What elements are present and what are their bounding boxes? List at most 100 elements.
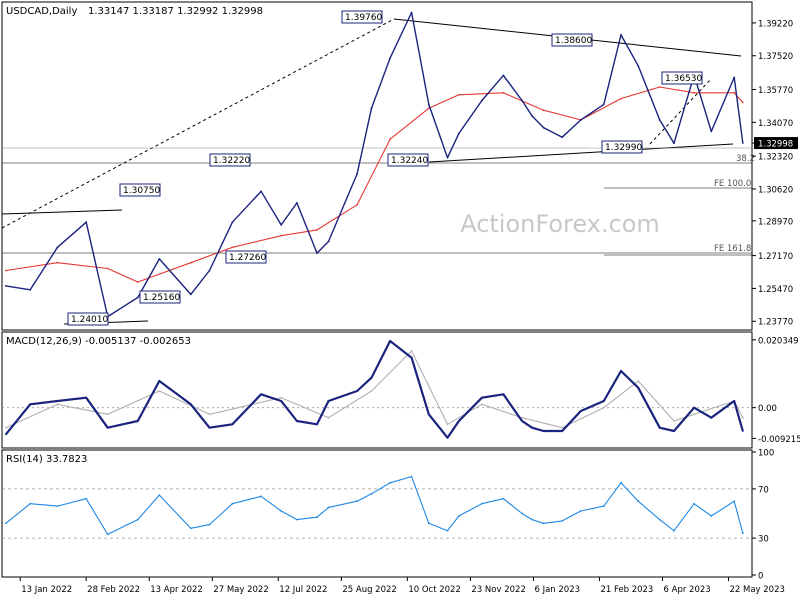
- rsi-y-tick-label: 100: [758, 449, 774, 459]
- rsi-series-0-point: [370, 492, 373, 495]
- price-series-1-point: [620, 97, 622, 100]
- x-tick-label: 13 Apr 2022: [150, 585, 203, 595]
- price-level-box: [209, 153, 251, 167]
- rsi-series-0-point: [710, 515, 713, 517]
- rsi-series-0-point: [208, 523, 211, 526]
- rsi-series-0-point: [531, 518, 533, 521]
- price-series-1-point: [106, 267, 109, 270]
- x-tick-label: 28 Feb 2022: [87, 585, 140, 595]
- price-series-0-point: [5, 285, 7, 287]
- macd-series-1-point: [370, 390, 373, 392]
- macd-series-0-point: [370, 376, 373, 379]
- macd-series-0-point: [710, 416, 713, 419]
- macd-series-1-point: [446, 423, 449, 426]
- macd-series-1-point: [410, 350, 413, 352]
- price-series-1-point: [542, 109, 545, 112]
- price-series-0-point: [85, 221, 88, 224]
- price-series-0-point: [29, 288, 32, 291]
- rsi-series-0-point: [733, 500, 736, 503]
- price-series-0-point: [410, 11, 413, 14]
- price-series-0: [5, 11, 744, 318]
- rising-dashed-line: [649, 79, 711, 145]
- early-resistance-line: [1, 209, 123, 215]
- macd-series-0-point: [733, 400, 736, 402]
- price-y-tick-label: 1.28970: [758, 217, 793, 227]
- price-series-0-point: [733, 76, 736, 79]
- price-series-0-point: [158, 258, 161, 260]
- rsi-series-0: [5, 476, 744, 535]
- rsi-series-0-point: [189, 527, 192, 530]
- price-level-label: 1.32220: [213, 156, 250, 166]
- price-level-label: 1.38600: [555, 36, 592, 46]
- macd-series-0-point: [542, 430, 545, 432]
- macd-series-1-point: [208, 413, 211, 416]
- macd-series-0-point: [280, 400, 283, 402]
- macd-series-0-point: [208, 426, 211, 429]
- price-series-0-point: [481, 99, 483, 102]
- macd-series-1-point: [673, 420, 675, 422]
- rsi-series-0-point: [280, 510, 283, 512]
- series-layer: [2, 11, 752, 539]
- price-level-label: 1.27260: [229, 253, 266, 263]
- rsi-series-0-point: [296, 518, 298, 521]
- x-tick-label: 10 Oct 2022: [408, 585, 461, 595]
- price-level-label: 1.30750: [123, 186, 160, 196]
- rsi-series-0-point: [85, 497, 88, 500]
- macd-series-0-point: [620, 370, 622, 372]
- macd-series-0-point: [637, 386, 640, 389]
- x-tick-label: 27 May 2022: [213, 585, 268, 595]
- price-series-0-point: [741, 142, 744, 144]
- price-series-1-point: [658, 86, 661, 88]
- price-series-0-point: [620, 34, 622, 36]
- price-series-0-point: [673, 142, 675, 145]
- price-series-1-point: [693, 91, 695, 94]
- price-series-0-point: [260, 190, 262, 193]
- price-series-0-point: [327, 240, 330, 243]
- price-series-1-point: [356, 203, 358, 206]
- rsi-series-0-point: [356, 500, 358, 503]
- rsi-series-0-point: [521, 512, 523, 515]
- rsi-series-0-point: [579, 510, 582, 512]
- macd-series-0-point: [427, 413, 430, 416]
- macd-series-0-point: [327, 400, 330, 402]
- macd-series-0-point: [741, 430, 744, 432]
- rsi-series-0-point: [542, 522, 545, 525]
- macd-series-0-point: [458, 420, 460, 422]
- macd-series-0-point: [106, 426, 109, 429]
- macd-series-0-point: [316, 423, 318, 426]
- rsi-series-0-point: [316, 516, 318, 519]
- rsi-series-0-point: [5, 522, 7, 525]
- macd-y-tick-label: 0.00: [758, 404, 777, 414]
- macd-series-0-point: [296, 420, 298, 422]
- macd-series-0-point: [531, 426, 533, 429]
- price-series-0-point: [208, 269, 211, 272]
- macd-series-0-point: [56, 400, 59, 402]
- macd-series-0-point: [561, 430, 564, 432]
- price-series-1-point: [741, 101, 744, 104]
- x-tick-label: 22 May 2023: [729, 585, 784, 595]
- macd-series-1-point: [106, 413, 109, 416]
- price-y-tick-label: 1.32998: [758, 140, 793, 150]
- price-series-1-point: [56, 261, 59, 264]
- price-y-tick-label: 1.30620: [758, 185, 793, 195]
- macd-series-0-point: [693, 406, 695, 409]
- rsi-series-0-point: [741, 532, 744, 535]
- price-series-1-point: [427, 107, 430, 110]
- price-level-box: [67, 312, 109, 326]
- price-series-0-point: [458, 132, 460, 135]
- price-series-0-point: [637, 64, 640, 67]
- price-y-tick-label: 1.25470: [758, 285, 793, 295]
- macd-series-0-point: [231, 423, 234, 426]
- x-tick-label: 21 Feb 2023: [600, 585, 653, 595]
- price-y-tick-label: 1.37520: [758, 52, 793, 62]
- macd-series-1-point: [56, 403, 59, 406]
- macd-series-0-point: [189, 403, 192, 406]
- price-level-box: [139, 290, 181, 304]
- price-series-1-point: [389, 138, 391, 141]
- rsi-y-tick-label: 70: [758, 485, 769, 495]
- rsi-series-0-point: [106, 533, 109, 536]
- price-series-1-point: [189, 261, 192, 264]
- rsi-series-0-point: [389, 481, 391, 484]
- rsi-y-tick-label: 0: [758, 572, 763, 582]
- rsi-series-0-point: [502, 497, 505, 500]
